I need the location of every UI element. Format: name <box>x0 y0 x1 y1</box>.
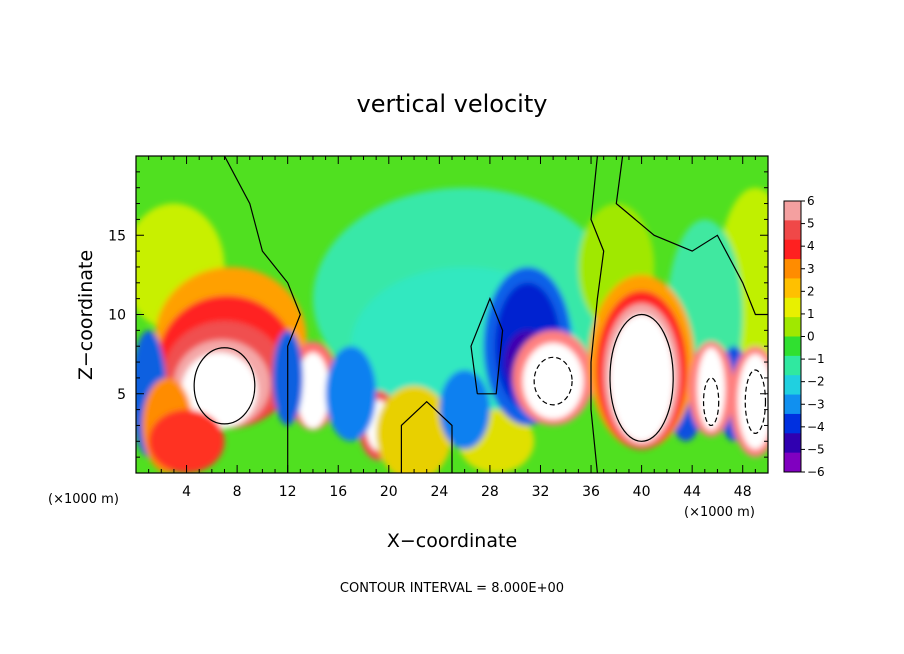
x-axis-ticks: 4 8 12 16 20 24 28 32 36 40 44 48 <box>148 156 756 500</box>
colorbar-label: 5 <box>807 217 815 231</box>
colorbar-swatch <box>784 297 801 318</box>
contour-loop <box>193 347 256 425</box>
field-patch <box>697 347 726 431</box>
x-tick-label: 8 <box>233 484 242 500</box>
x-tick-label: 44 <box>683 484 701 500</box>
x-tick-label: 20 <box>380 484 398 500</box>
colorbar-swatch <box>784 355 801 376</box>
x-unit-label-left: (×1000 m) <box>48 492 119 507</box>
x-tick-label: 40 <box>633 484 651 500</box>
colorbar-swatch <box>784 259 801 279</box>
colorbar: 6 5 4 3 2 1 0 −1 −2 −3 −4 −5 −6 <box>783 194 825 479</box>
contour-lines <box>193 156 768 473</box>
contour-line <box>615 156 768 316</box>
plot-area <box>136 156 768 473</box>
chart-title: vertical velocity <box>357 90 548 118</box>
contour-loop <box>702 377 720 427</box>
colorbar-swatch <box>784 375 801 396</box>
colorbar-label: −6 <box>807 465 825 479</box>
x-axis-label: X−coordinate <box>387 530 517 552</box>
field-patch <box>737 354 768 450</box>
velocity-field <box>136 187 768 473</box>
y-tick-label: 10 <box>108 308 126 324</box>
y-axis-label: Z−coordinate <box>75 250 97 380</box>
y-tick-label: 15 <box>108 228 126 244</box>
colorbar-swatch <box>784 433 801 454</box>
contour-interval-note: CONTOUR INTERVAL = 8.000E+00 <box>340 581 564 596</box>
field-patch <box>148 409 225 473</box>
x-tick-label: 24 <box>430 484 448 500</box>
colorbar-label: 4 <box>807 239 815 253</box>
contour-line <box>400 400 453 473</box>
contour-line <box>470 296 504 395</box>
colorbar-swatch <box>784 220 801 241</box>
colorbar-swatch <box>784 336 801 357</box>
contour-line <box>223 156 301 473</box>
field-patch <box>522 343 584 420</box>
colorbar-label: 0 <box>807 330 815 344</box>
field-patch <box>439 369 490 450</box>
colorbar-label: 6 <box>807 194 815 208</box>
contour-loop <box>609 313 674 442</box>
colorbar-label: −5 <box>807 442 825 456</box>
field-patch <box>296 352 330 429</box>
x-tick-label: 12 <box>279 484 297 500</box>
colorbar-swatch <box>784 201 801 221</box>
y-axis-ticks: 5 10 15 <box>108 171 768 458</box>
colorbar-label: 3 <box>807 262 815 276</box>
colorbar-swatch <box>784 394 801 415</box>
x-unit-label-right: (×1000 m) <box>684 505 755 520</box>
x-tick-label: 48 <box>734 484 752 500</box>
colorbar-swatch <box>784 278 801 299</box>
x-tick-label: 36 <box>582 484 600 500</box>
field-patch <box>610 314 674 442</box>
x-tick-label: 28 <box>481 484 499 500</box>
colorbar-label: −4 <box>807 420 825 434</box>
colorbar-label: −2 <box>807 375 825 389</box>
colorbar-swatch <box>784 317 801 337</box>
x-tick-label: 32 <box>532 484 550 500</box>
colorbar-label: −3 <box>807 397 825 411</box>
contour-line <box>590 156 605 473</box>
colorbar-label: −1 <box>807 352 825 366</box>
colorbar-label: 2 <box>807 284 815 298</box>
contour-loop <box>744 369 767 434</box>
x-tick-label: 4 <box>182 484 191 500</box>
colorbar-swatch <box>784 452 801 473</box>
y-tick-label: 5 <box>117 387 126 403</box>
field-patch <box>325 346 377 442</box>
colorbar-label: 1 <box>807 307 815 321</box>
colorbar-swatch <box>784 239 801 260</box>
contour-loop <box>533 356 573 406</box>
x-tick-label: 16 <box>329 484 347 500</box>
colorbar-swatch <box>784 413 801 434</box>
